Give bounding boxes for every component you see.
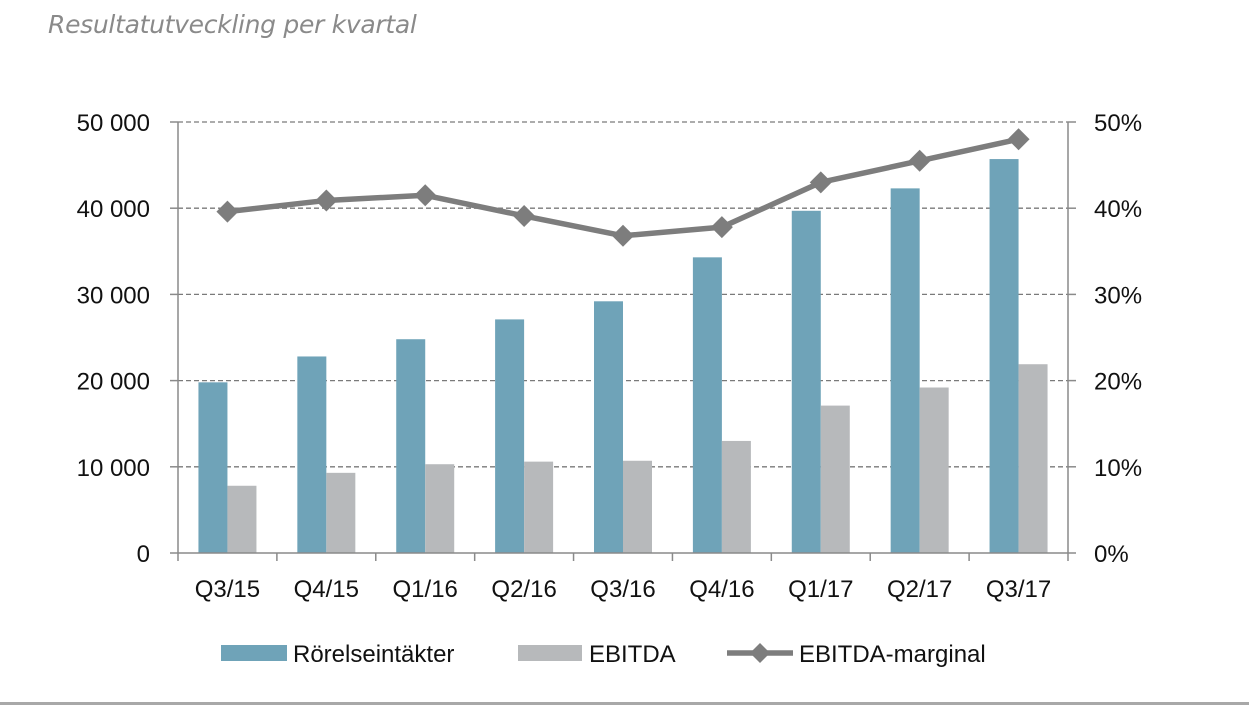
bar-rorelseintakter <box>495 319 525 553</box>
y-tick-label: 40 000 <box>77 196 150 223</box>
x-tick-label: Q4/16 <box>689 576 754 603</box>
x-tick-label: Q2/16 <box>491 576 556 603</box>
marker-ebitda-marginal <box>1007 128 1030 151</box>
bar-rorelseintakter <box>297 356 327 553</box>
bar-ebitda <box>524 461 554 553</box>
legend-label-ebitda: EBITDA <box>589 641 676 668</box>
chart-title: Resultatutveckling per kvartal <box>48 10 417 39</box>
bar-rorelseintakter <box>198 382 228 553</box>
bar-ebitda <box>721 440 751 553</box>
bottom-divider <box>0 702 1249 705</box>
bar-rorelseintakter <box>692 257 722 553</box>
x-tick-label: Q3/16 <box>590 576 655 603</box>
y-tick-label: 0 <box>137 541 150 568</box>
y-tick-label: 10 000 <box>77 455 150 482</box>
y2-tick-label: 40% <box>1094 196 1142 223</box>
bar-rorelseintakter <box>791 210 821 553</box>
x-tick-label: Q4/15 <box>294 576 359 603</box>
y2-tick-label: 10% <box>1094 455 1142 482</box>
x-tick-label: Q1/16 <box>393 576 458 603</box>
bar-ebitda <box>820 405 850 553</box>
bar-rorelseintakter <box>890 188 920 553</box>
x-tick-label: Q2/17 <box>887 576 952 603</box>
legend-label-rorelseintakter: Rörelseintäkter <box>293 641 454 668</box>
y-tick-label: 50 000 <box>77 110 150 137</box>
y2-tick-label: 0% <box>1094 541 1129 568</box>
bar-ebitda <box>919 387 949 553</box>
marker-ebitda-marginal <box>513 204 536 227</box>
marker-ebitda-marginal <box>612 224 634 247</box>
x-tick-label: Q3/15 <box>195 576 260 603</box>
bar-rorelseintakter <box>989 159 1019 554</box>
marker-ebitda-marginal <box>216 200 239 223</box>
legend-swatch-rorelseintakter <box>221 645 287 661</box>
x-tick-label: Q1/17 <box>788 576 853 603</box>
x-tick-label: Q3/17 <box>986 576 1051 603</box>
legend-marker-ebitda-marginal <box>750 643 770 663</box>
bar-ebitda <box>227 485 257 553</box>
marker-ebitda-marginal <box>908 149 931 172</box>
bar-rorelseintakter <box>396 339 426 553</box>
bar-ebitda <box>1018 364 1048 553</box>
y2-tick-label: 20% <box>1094 369 1142 396</box>
y-tick-label: 20 000 <box>77 369 150 396</box>
marker-ebitda-marginal <box>809 171 832 194</box>
marker-ebitda-marginal <box>710 216 733 239</box>
marker-ebitda-marginal <box>414 184 437 207</box>
y2-tick-label: 50% <box>1094 110 1142 137</box>
y-tick-label: 30 000 <box>77 282 150 309</box>
bar-ebitda <box>623 460 652 553</box>
bar-rorelseintakter <box>594 301 623 553</box>
y2-tick-label: 30% <box>1094 282 1142 309</box>
marker-ebitda-marginal <box>315 189 338 212</box>
bar-ebitda <box>425 464 455 553</box>
bar-ebitda <box>326 472 356 553</box>
legend-label-ebitda-marginal: EBITDA-marginal <box>799 641 986 668</box>
legend-swatch-ebitda <box>518 645 582 661</box>
